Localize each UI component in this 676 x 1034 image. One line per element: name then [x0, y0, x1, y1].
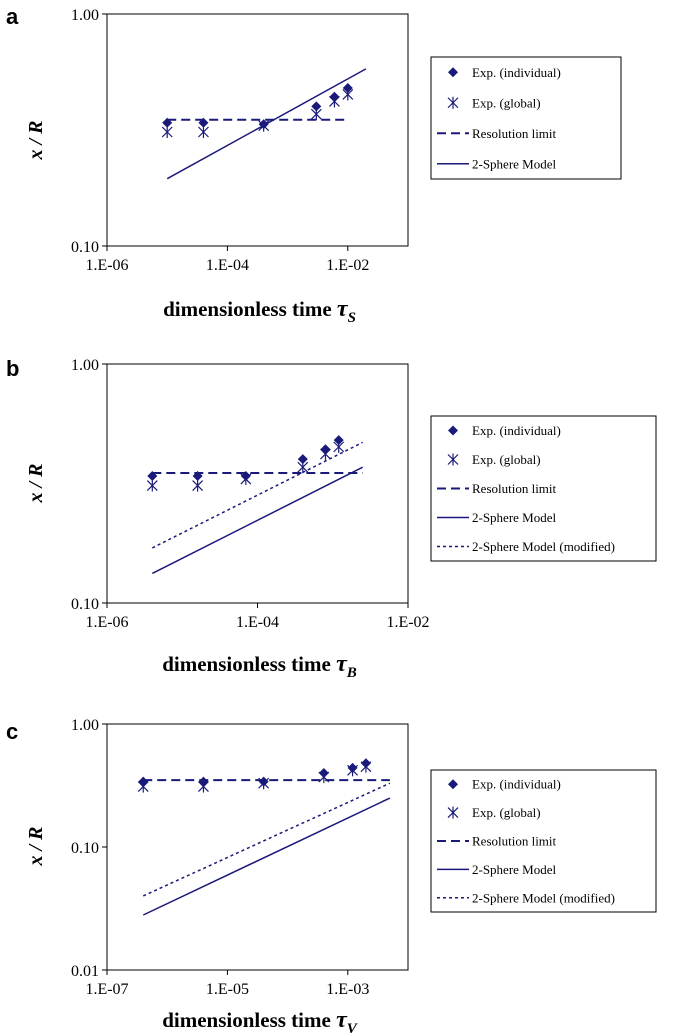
series-dotted	[142, 782, 391, 897]
legend-symbol	[447, 96, 459, 109]
panel-letter: c	[6, 719, 18, 744]
legend-symbol	[447, 453, 459, 466]
data-point	[342, 88, 354, 101]
data-point	[297, 454, 308, 465]
x-tick-label: 1.E-03	[326, 981, 369, 998]
legend-label: Resolution limit	[472, 481, 557, 496]
series-solid	[151, 466, 364, 575]
x-tick-label: 1.E-02	[386, 614, 429, 631]
series-line	[151, 441, 364, 549]
data-point	[192, 479, 204, 492]
y-tick-label: 0.10	[71, 239, 99, 256]
y-tick-label: 1.00	[71, 357, 99, 374]
legend-label: 2-Sphere Model (modified)	[472, 890, 615, 905]
x-axis-label: dimensionless time τS	[163, 296, 356, 326]
legend-label: Exp. (global)	[472, 95, 541, 110]
series-dotted	[151, 441, 364, 549]
x-axis-label: dimensionless time τV	[162, 1007, 359, 1034]
panel-letter: a	[6, 4, 19, 29]
legend-box	[430, 56, 622, 180]
chart-panel-a: a 0.10 1.00 1.E-06 1.E-04 1.E-02 x / R dimensio…	[6, 4, 622, 326]
legend-label: Exp. (global)	[472, 805, 541, 820]
series-asterisk	[137, 760, 372, 793]
x-tick-label: 1.E-04	[206, 257, 249, 274]
y-tick-label: 0.10	[71, 840, 99, 857]
legend-label: Exp. (individual)	[472, 777, 561, 792]
data-point	[137, 780, 149, 793]
data-point	[342, 82, 353, 93]
data-point	[320, 448, 331, 461]
data-point	[146, 479, 158, 492]
data-point	[318, 771, 330, 784]
series-asterisk	[146, 440, 345, 492]
data-point	[310, 108, 322, 121]
data-point	[311, 101, 322, 112]
chart-panel-c: c 0.01 0.10 1.00 1.E-07 1.E-05 1.E-03 x / R dime…	[6, 717, 657, 1034]
series-solid	[166, 68, 367, 180]
y-tick-label: 1.00	[71, 7, 99, 24]
data-point	[161, 126, 173, 139]
y-axis-label: x / R	[25, 827, 47, 867]
legend: Exp. (individual) Exp. (global) Resolution…	[430, 769, 657, 913]
chart-panel-b: b 0.10 1.00 1.E-06 1.E-04 1.E-02 x / R dimensio…	[6, 356, 657, 681]
data-point	[329, 95, 340, 108]
legend-label: Resolution limit	[472, 126, 557, 141]
data-point	[333, 440, 345, 453]
legend-symbol	[448, 779, 458, 790]
x-axis-label: dimensionless time τB	[162, 651, 357, 681]
legend-box	[430, 415, 657, 562]
data-point	[297, 461, 309, 474]
series-diamond	[138, 758, 371, 787]
panel-letter: b	[6, 356, 19, 381]
series-solid	[142, 797, 391, 916]
legend-label: Resolution limit	[472, 834, 557, 849]
legend: Exp. (individual) Exp. (global) Resolution…	[430, 415, 657, 562]
legend-symbol	[448, 425, 458, 436]
series-asterisk	[161, 88, 354, 139]
data-point	[258, 777, 270, 790]
data-point	[347, 764, 358, 777]
y-tick-label: 0.10	[71, 596, 99, 613]
y-tick-label: 0.01	[71, 963, 99, 980]
x-tick-label: 1.E-02	[326, 257, 369, 274]
data-point	[360, 760, 372, 773]
plot-frame	[106, 13, 409, 247]
data-point	[198, 126, 209, 139]
plot-frame	[106, 723, 409, 971]
legend-label: Exp. (individual)	[472, 65, 561, 80]
data-point	[240, 473, 252, 486]
data-point	[198, 780, 209, 793]
legend-label: 2-Sphere Model	[472, 862, 557, 877]
legend-label: 2-Sphere Model	[472, 156, 557, 171]
x-tick-label: 1.E-07	[85, 981, 128, 998]
legend-label: Exp. (individual)	[472, 423, 561, 438]
legend-label: 2-Sphere Model	[472, 510, 557, 525]
series-line	[142, 797, 391, 916]
x-tick-label: 1.E-05	[206, 981, 249, 998]
series-line	[151, 466, 364, 575]
series-line	[142, 782, 391, 897]
y-tick-label: 1.00	[71, 717, 99, 734]
series-diamond	[162, 82, 353, 130]
legend-label: 2-Sphere Model (modified)	[472, 539, 615, 554]
series-line	[166, 68, 367, 180]
y-axis-label: x / R	[25, 121, 47, 161]
data-point	[333, 435, 344, 446]
legend-symbol	[447, 806, 459, 819]
x-tick-label: 1.E-06	[85, 257, 128, 274]
legend: Exp. (individual) Exp. (global) Resolution…	[430, 56, 622, 180]
y-axis-label: x / R	[25, 464, 47, 504]
x-tick-label: 1.E-04	[236, 614, 279, 631]
x-tick-label: 1.E-06	[85, 614, 128, 631]
legend-label: Exp. (global)	[472, 452, 541, 467]
legend-symbol	[448, 67, 458, 78]
